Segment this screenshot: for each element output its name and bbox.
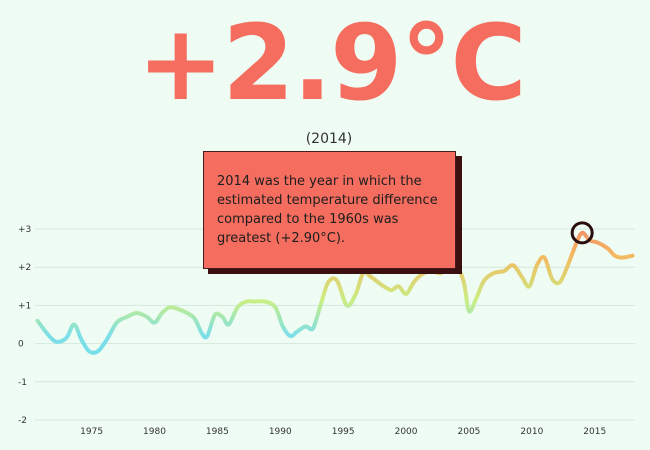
x-tick-label: 1980 <box>143 427 166 437</box>
y-tick-label: +2 <box>18 263 31 273</box>
y-tick-label: 0 <box>18 340 24 350</box>
callout-box: 2014 was the year in which the estimated… <box>203 151 456 269</box>
y-tick-label: -1 <box>18 378 27 388</box>
grid-lines <box>35 228 635 421</box>
headline-value: +2.9°C <box>137 2 527 124</box>
x-tick-label: 2015 <box>583 427 606 437</box>
x-axis-ticks: 1975 1980 1985 1990 1995 2000 2005 2010 2015 <box>80 427 606 437</box>
temperature-series-line <box>35 230 635 355</box>
x-tick-label: 1995 <box>332 427 355 437</box>
y-tick-label: +3 <box>18 225 31 235</box>
x-tick-label: 2005 <box>458 427 481 437</box>
x-tick-label: 1990 <box>269 427 292 437</box>
highlight-marker[interactable] <box>570 221 594 245</box>
x-tick-label: 1985 <box>206 427 229 437</box>
year-label: (2014) <box>305 131 353 147</box>
x-tick-label: 1975 <box>80 427 103 437</box>
y-axis-ticks: +3 +2 +1 0 -1 -2 <box>18 225 31 426</box>
x-tick-label: 2000 <box>395 427 418 437</box>
x-tick-label: 2010 <box>520 427 543 437</box>
y-tick-label: +1 <box>18 301 31 311</box>
y-tick-label: -2 <box>18 416 27 426</box>
